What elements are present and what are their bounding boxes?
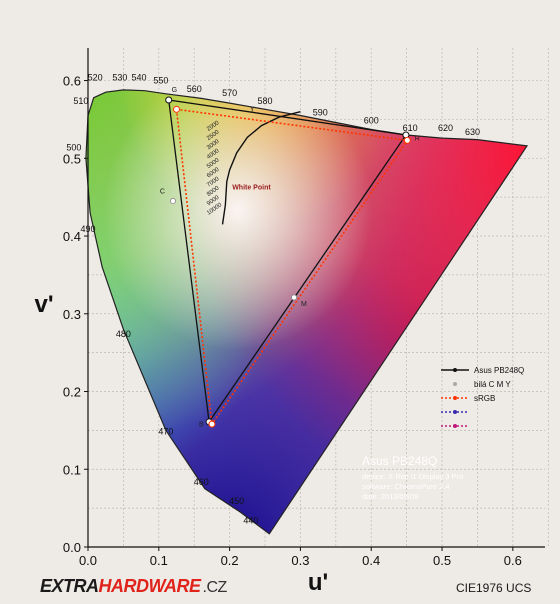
annotation: Asus PB248Q device: X-Rite i1 Display 3 P… [362,454,463,501]
gamut-vertex-point [173,105,181,113]
wavelength-label: 560 [187,84,202,94]
legend-entry-label: bilá C M Y [474,380,511,389]
wavelength-label: 460 [194,477,209,487]
annotation-title: Asus PB248Q [362,454,437,468]
wavelength-label: 520 [88,73,103,83]
x-tick-label: 0.5 [433,553,451,568]
brand-logo-part2: HARDWARE [98,576,202,596]
planckian-curve [221,110,301,225]
x-axis-title: u' [308,569,328,596]
wavelength-label: 620 [438,123,453,133]
wavelength-label: 470 [158,426,173,436]
gamut-vertex-point [165,96,173,104]
wavelength-label: 530 [112,73,127,83]
gamut-vertex-point [403,136,411,144]
wavelength-label: 540 [131,73,146,83]
x-tick-label: 0.2 [221,553,239,568]
wavelength-label: 630 [465,127,480,137]
y-tick-label: 0.6 [63,74,81,89]
legend-entry-label: Asus PB248Q [474,366,524,375]
legend-marker [453,382,457,386]
wavelength-label: 580 [258,96,273,106]
wavelength-label: 590 [313,108,328,118]
y-tick-label: 0.2 [63,385,81,400]
wavelength-label: 600 [364,115,379,125]
x-tick-label: 0.0 [79,553,97,568]
vertex-label: G [172,87,177,94]
x-tick-label: 0.4 [362,553,380,568]
gamut-vertex-point [208,420,216,428]
y-tick-label: 0.0 [63,540,81,555]
wavelength-label: 550 [153,76,168,86]
wavelength-label: 490 [80,224,95,234]
white-point-label: White Point [232,185,271,192]
vertex-label: B [199,422,204,429]
chart-labels: 440 450 460 470 480 490 500 510 520 530 540 550 560 5… [66,73,480,526]
gamut-triangle [167,99,408,424]
y-tick-label: 0.1 [63,462,81,477]
y-tick-label: 0.4 [63,229,81,244]
gamut-triangle [175,108,409,427]
legend-marker [453,396,457,400]
wavelength-label: 570 [222,88,237,98]
wavelength-label: 610 [403,123,418,133]
vertex-label: Y [250,107,255,114]
wavelength-label: 480 [116,329,131,339]
legend: Asus PB248Q bilá C M Y sRGB [441,366,524,428]
annotation-line: device: X-Rite i1 Display 3 Pro [362,472,463,481]
wavelength-label: 440 [243,516,258,526]
y-tick-label: 0.3 [63,307,81,322]
diagram-type-label: CIE1976 UCS [456,581,532,595]
y-axis-title: v' [34,291,53,318]
brand-logo-part3: .CZ [202,579,228,596]
wavelength-label: 500 [66,143,81,153]
gamut-triangles [165,96,411,428]
annotation-line: date: 2013/09/09 [362,492,418,501]
vertex-label: C [160,188,165,195]
axes: 0.0 0.1 0.2 0.3 0.4 0.5 0.6 0.0 0.1 0.2 0.3 0.4 0.5 0… [34,48,545,596]
vertex-label: M [301,301,307,308]
x-tick-label: 0.3 [291,553,309,568]
vertex-label: R [415,135,420,142]
y-tick-label: 0.5 [63,151,81,166]
brand-logo: EXTRAHARDWARE .CZ [40,576,227,597]
white-point-marker [169,198,176,205]
x-tick-label: 0.6 [504,553,522,568]
wavelength-label: 510 [73,96,88,106]
white-point-marker [291,294,298,301]
wavelength-label: 450 [229,496,244,506]
legend-marker [453,424,457,428]
legend-marker [453,368,457,372]
brand-logo-part1: EXTRA [40,576,99,596]
legend-entry-label: sRGB [474,394,495,403]
annotation-line: software: ChromaPure 2.4 [362,482,450,491]
x-tick-label: 0.1 [150,553,168,568]
legend-marker [453,410,457,414]
